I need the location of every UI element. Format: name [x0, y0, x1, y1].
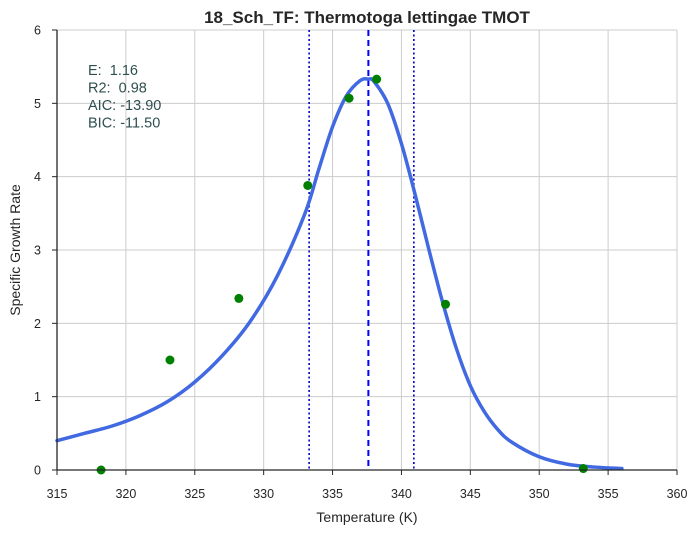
y-tick-label: 4 — [34, 170, 41, 184]
x-tick-label: 340 — [391, 487, 412, 501]
data-point — [344, 93, 354, 103]
grid — [56, 29, 678, 471]
x-tick-label: 325 — [184, 487, 205, 501]
y-tick-label: 5 — [34, 97, 41, 111]
fit-curve — [55, 77, 624, 471]
y-tick-label: 2 — [34, 317, 41, 331]
x-tick-label: 350 — [529, 487, 550, 501]
fit-curve-layer — [55, 77, 624, 471]
x-tick-label: 335 — [322, 487, 343, 501]
x-tick-label: 315 — [47, 487, 68, 501]
chart-title: 18_Sch_TF: Thermotoga lettingae TMOT — [204, 8, 530, 27]
x-axis-label: Temperature (K) — [316, 509, 417, 525]
stats-line: BIC: -11.50 — [88, 116, 160, 132]
stats-line: E: 1.16 — [88, 63, 138, 79]
y-tick-labels: 0 1 2 3 4 5 6 — [34, 24, 41, 478]
data-point — [234, 293, 244, 303]
data-point — [165, 355, 175, 365]
y-axis-label: Specific Growth Rate — [7, 184, 23, 316]
y-tick-label: 6 — [34, 24, 41, 38]
x-tick-label: 320 — [115, 487, 136, 501]
data-point — [372, 74, 382, 84]
y-tick-label: 1 — [34, 390, 41, 404]
x-tick-label: 360 — [667, 487, 688, 501]
y-tick-label: 0 — [34, 464, 41, 478]
x-tick-labels: 315 320 325 330 335 340 345 350 355 360 — [47, 487, 688, 501]
data-point — [441, 299, 451, 309]
data-point — [303, 180, 313, 190]
data-points — [96, 74, 588, 475]
axes — [52, 29, 678, 475]
stats-line: R2: 0.98 — [88, 81, 147, 97]
y-tick-label: 3 — [34, 244, 41, 258]
reference-lines — [308, 30, 415, 470]
x-tick-label: 345 — [460, 487, 481, 501]
data-point — [578, 464, 588, 474]
stats-line: AIC: -13.90 — [88, 98, 161, 114]
x-tick-label: 355 — [598, 487, 619, 501]
x-tick-label: 330 — [253, 487, 274, 501]
